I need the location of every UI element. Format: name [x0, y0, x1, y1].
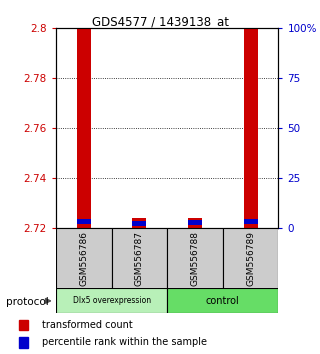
FancyBboxPatch shape — [167, 288, 278, 313]
Bar — [19, 337, 28, 348]
Bar — [132, 218, 146, 228]
FancyBboxPatch shape — [56, 228, 112, 289]
Bar — [77, 219, 91, 224]
Text: percentile rank within the sample: percentile rank within the sample — [42, 337, 207, 347]
Bar — [188, 218, 202, 228]
Text: transformed count: transformed count — [42, 320, 133, 330]
Text: GSM556787: GSM556787 — [135, 231, 144, 286]
Bar — [244, 219, 258, 224]
FancyBboxPatch shape — [223, 228, 278, 289]
Bar — [132, 221, 146, 226]
Text: GSM556786: GSM556786 — [79, 231, 88, 286]
Bar — [188, 220, 202, 225]
Text: GSM556789: GSM556789 — [246, 231, 255, 286]
Text: control: control — [206, 296, 240, 306]
Text: GDS4577 / 1439138_at: GDS4577 / 1439138_at — [92, 15, 228, 28]
Text: Dlx5 overexpression: Dlx5 overexpression — [73, 296, 151, 305]
Text: GSM556788: GSM556788 — [190, 231, 199, 286]
Bar — [77, 28, 91, 228]
FancyBboxPatch shape — [112, 228, 167, 289]
Bar — [244, 28, 258, 228]
Text: protocol: protocol — [6, 297, 49, 307]
FancyBboxPatch shape — [167, 228, 223, 289]
FancyBboxPatch shape — [56, 288, 167, 313]
Bar — [19, 320, 28, 330]
